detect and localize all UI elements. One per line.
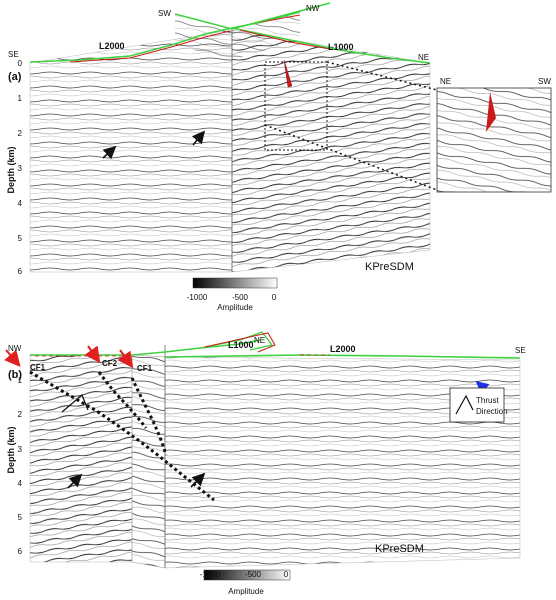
- colorbar-a-label: Amplitude: [217, 303, 253, 312]
- dir-label-sw: SW: [158, 9, 171, 18]
- topography-line-b: [30, 339, 521, 359]
- colorbar-a-tick-2: 0: [272, 293, 277, 302]
- fault-cf2: [97, 371, 148, 429]
- fault-arrow-cf1-left: [4, 349, 21, 368]
- seismic-section-a-right: [231, 29, 431, 273]
- panel-label-a: (a): [8, 71, 22, 83]
- inset-well-marker: [486, 92, 496, 132]
- well-marker-a: [283, 59, 293, 88]
- reflector-arrow-a2: [191, 130, 206, 146]
- colorbar-b-label: Amplitude: [228, 587, 264, 596]
- y-tick-a-6: 6: [18, 267, 23, 276]
- y-ticks-b: 1 2 3 4 5 6: [18, 376, 23, 556]
- survey-red-dash-b: [35, 354, 330, 357]
- y-tick-b-4: 4: [18, 479, 23, 488]
- colorbar-b-tick-1: -500: [245, 570, 262, 579]
- zoom-box-a: [264, 61, 328, 151]
- dir-label-nw-b: NW: [8, 344, 22, 353]
- survey-red-line-b: [204, 332, 276, 353]
- thrust-legend-icon: [455, 394, 474, 415]
- y-axis-label-a: Depth (km): [6, 146, 16, 193]
- y-tick-b-5: 5: [18, 513, 23, 522]
- dir-label-ne-b: NE: [254, 336, 265, 345]
- line-label-l2000-b: L2000: [330, 344, 356, 354]
- y-tick-a-2: 2: [18, 129, 23, 138]
- seismic-section-a-top: [175, 12, 300, 60]
- colorbar-b-tick-0: -1000: [200, 570, 221, 579]
- fault-arrow-cf2: [84, 345, 101, 364]
- y-tick-a-4: 4: [18, 199, 23, 208]
- line-label-l1000: L1000: [328, 42, 354, 52]
- zoom-line-bottom: [264, 124, 438, 191]
- method-label-b: KPreSDM: [375, 543, 424, 555]
- reflector-arrow-b1: [67, 473, 83, 489]
- fault-label-cf2: CF2: [102, 359, 118, 368]
- dir-label-se-b: SE: [515, 346, 526, 355]
- y-tick-b-6: 6: [18, 547, 23, 556]
- method-label-a: KPreSDM: [365, 261, 414, 273]
- zoom-line-top: [326, 61, 438, 91]
- line-label-l1000-b: L1000: [228, 340, 254, 350]
- topography-top-b: [199, 331, 274, 351]
- inset-label-ne: NE: [440, 77, 451, 86]
- seismic-section-a-left: [29, 29, 233, 273]
- seismic-section-b-fence: [131, 354, 166, 569]
- dir-label-se: SE: [8, 50, 19, 59]
- colorbar-b-tick-2: 0: [284, 570, 289, 579]
- colorbar-a: [192, 277, 278, 289]
- y-tick-b-2: 2: [18, 410, 23, 419]
- dir-label-nw: NW: [306, 4, 320, 13]
- fault-label-cf1-left: CF1: [30, 363, 46, 372]
- fault-arrow-cf1-right: [117, 349, 134, 369]
- topography-top-a: [174, 2, 331, 30]
- legend-text-thrust: Thrust: [476, 396, 499, 405]
- legend-text-direction: Direction: [476, 407, 508, 416]
- panel-label-b: (b): [8, 369, 22, 381]
- dir-label-ne: NE: [418, 53, 429, 62]
- line-label-l2000: L2000: [99, 41, 125, 51]
- reflector-arrow-a1: [102, 145, 117, 160]
- y-tick-a-5: 5: [18, 234, 23, 243]
- y-tick-a-1: 1: [18, 94, 23, 103]
- colorbar-b: [203, 569, 291, 581]
- fault-label-cf1-right: CF1: [137, 364, 153, 373]
- inset-label-sw: SW: [538, 77, 551, 86]
- panel-b: NW NE SE L1000 L2000 (b) CF1 CF2 CF1 Dep…: [4, 331, 526, 596]
- y-tick-b-3: 3: [18, 445, 23, 454]
- colorbar-a-tick-1: -500: [232, 293, 249, 302]
- thrust-legend-box: [449, 387, 505, 423]
- y-tick-b-1: 1: [18, 376, 23, 385]
- fault-cf1-left: [29, 370, 215, 502]
- y-tick-a-3: 3: [18, 164, 23, 173]
- y-ticks-a: 0 1 2 3 4 5 6: [18, 59, 23, 276]
- inset-panel-a: [436, 87, 552, 193]
- reflector-arrow-b2: [190, 472, 206, 488]
- y-axis-label-b: Depth (km): [6, 426, 16, 473]
- panel-a: NE SW SW NW SE NE L2000 L1000 (a) Depth …: [6, 2, 552, 312]
- thrust-symbol-b: [61, 394, 89, 413]
- y-tick-a-0: 0: [18, 59, 23, 68]
- seismic-section-b-left: [29, 354, 133, 563]
- colorbar-a-tick-0: -1000: [187, 293, 208, 302]
